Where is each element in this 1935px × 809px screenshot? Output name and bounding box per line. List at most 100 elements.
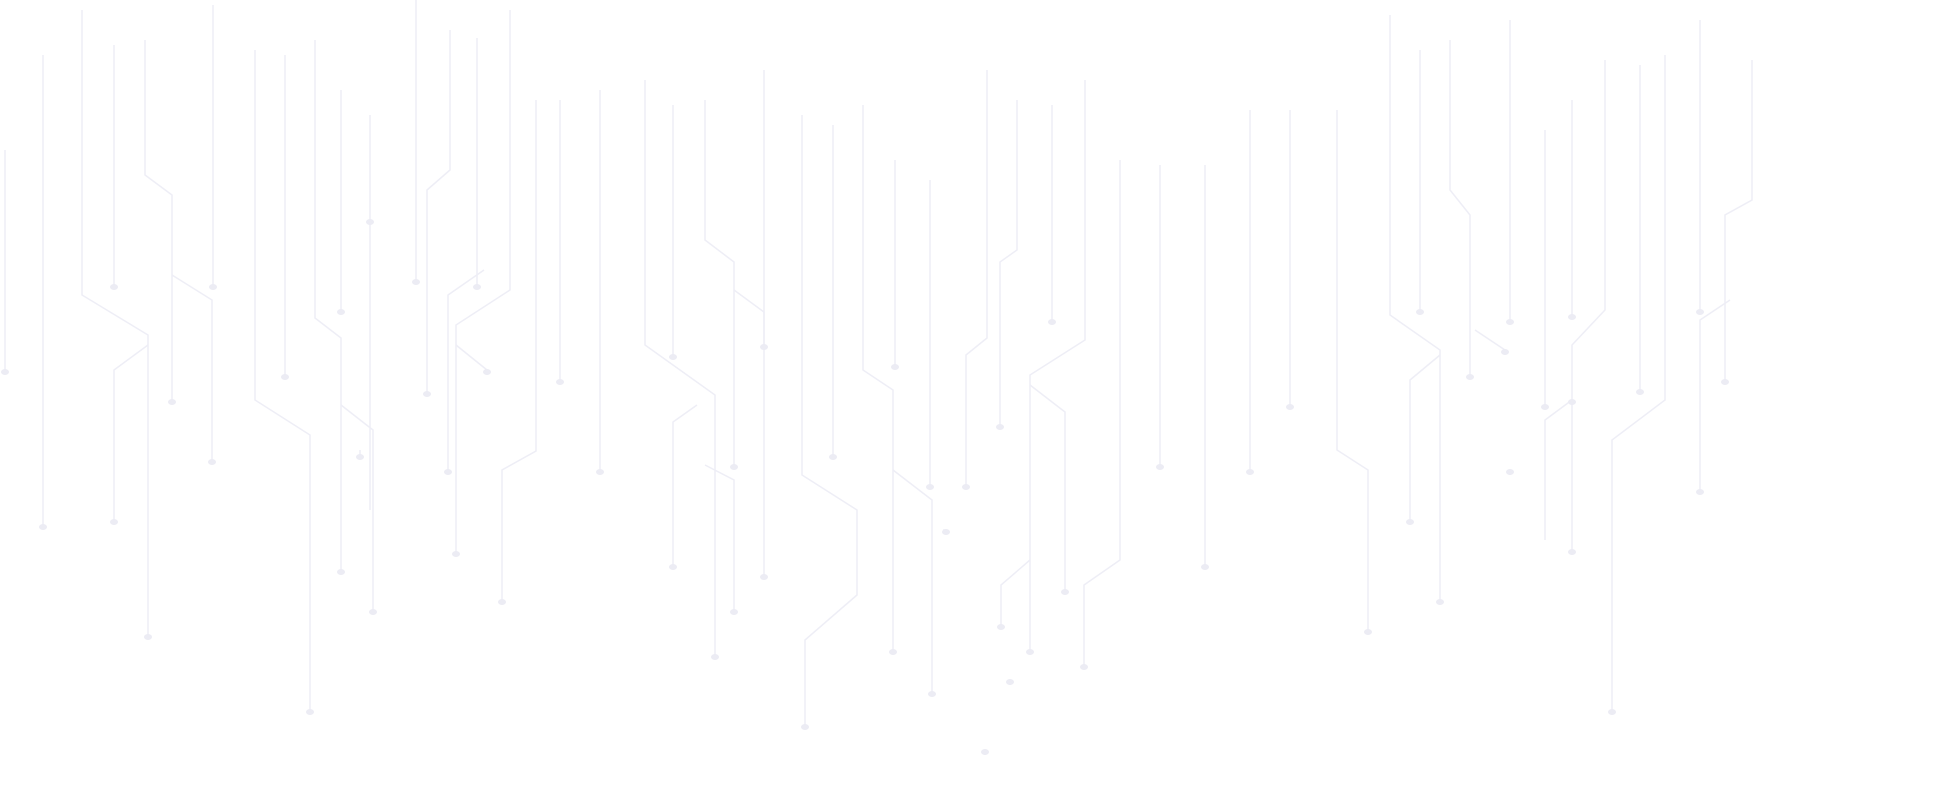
circuit-trace: [455, 10, 511, 552]
circuit-node-dot: [1466, 374, 1474, 380]
circuit-node-dot: [1048, 319, 1056, 325]
circuit-node-dot: [110, 519, 118, 525]
circuit-trace: [1449, 40, 1471, 375]
circuit-node-dot: [1568, 399, 1576, 405]
circuit-node-dot: [1006, 679, 1014, 685]
circuit-trace: [672, 404, 698, 565]
circuit-trace: [314, 40, 342, 570]
circuit-node-dot: [711, 654, 719, 660]
circuit-node-dot: [209, 284, 217, 290]
circuit-trace: [704, 100, 735, 465]
circuit-trace: [1544, 399, 1573, 540]
circuit-trace: [965, 70, 988, 485]
circuit-node-dot: [1608, 709, 1616, 715]
circuit-trace: [704, 464, 735, 610]
circuit-trace: [340, 404, 374, 610]
circuit-node-dot: [730, 609, 738, 615]
circuit-node-dot: [483, 369, 491, 375]
circuit-node-dot: [1436, 599, 1444, 605]
circuit-trace: [1029, 80, 1086, 650]
circuit-node-dot: [1506, 469, 1514, 475]
circuit-node-dot: [889, 649, 897, 655]
circuit-trace: [81, 10, 149, 635]
circuit-node-dot: [356, 454, 364, 460]
circuit-node-dot: [110, 284, 118, 290]
circuit-node-dot: [423, 391, 431, 397]
circuit-node-dot: [452, 551, 460, 557]
circuit-trace: [1029, 384, 1066, 590]
circuit-node-dot: [891, 364, 899, 370]
circuit-trace: [644, 80, 716, 655]
circuit-node-dot: [144, 634, 152, 640]
circuit-node-dot: [1246, 469, 1254, 475]
circuit-node-dot: [473, 284, 481, 290]
circuit-node-dot: [1406, 519, 1414, 525]
circuit-trace: [1611, 55, 1666, 710]
circuit-trace: [1336, 110, 1369, 630]
circuit-node-dot: [1721, 379, 1729, 385]
circuit-node-dot: [829, 454, 837, 460]
circuit-trace: [1699, 299, 1731, 490]
circuit-node-dot: [39, 524, 47, 530]
circuit-node-dot: [1286, 404, 1294, 410]
circuit-node-dot: [337, 569, 345, 575]
circuit-node-dot: [997, 624, 1005, 630]
circuit-node-dot: [444, 469, 452, 475]
circuit-node-dot: [366, 219, 374, 225]
circuit-trace: [1724, 60, 1753, 380]
circuit-node-dot: [208, 459, 216, 465]
circuit-node-dot: [760, 574, 768, 580]
circuit-node-dot: [1501, 349, 1509, 355]
circuit-node-dot: [168, 399, 176, 405]
circuit-node-dot: [981, 749, 989, 755]
circuit-trace: [447, 269, 485, 470]
circuit-node-dot: [1636, 389, 1644, 395]
circuit-node-dot: [942, 529, 950, 535]
circuit-node-dot: [1061, 589, 1069, 595]
circuit-node-dot: [281, 374, 289, 380]
circuit-node-dot: [669, 354, 677, 360]
circuit-node-dot: [1696, 489, 1704, 495]
circuit-node-dot: [996, 424, 1004, 430]
circuit-node-dot: [498, 599, 506, 605]
circuit-node-dot: [1568, 314, 1576, 320]
circuit-trace: [1000, 559, 1031, 625]
circuit-trace: [1389, 15, 1441, 600]
circuit-trace: [501, 100, 537, 600]
circuit-trace: [455, 344, 488, 371]
circuit-node-dot: [1, 369, 9, 375]
circuit-node-dot: [556, 379, 564, 385]
circuit-trace: [426, 30, 451, 392]
circuit-trace: [1083, 160, 1121, 665]
circuit-node-dot: [1364, 629, 1372, 635]
circuit-trace: [801, 115, 858, 725]
circuit-trace: [733, 289, 765, 575]
circuit-node-dot: [337, 309, 345, 315]
circuit-node-dot: [1201, 564, 1209, 570]
circuit-node-dot: [926, 484, 934, 490]
circuit-trace: [1409, 354, 1441, 520]
circuit-node-dot: [1080, 664, 1088, 670]
circuit-node-dot: [369, 609, 377, 615]
circuit-trace: [862, 105, 894, 650]
circuit-node-dot: [1541, 404, 1549, 410]
circuit-node-dot: [1026, 649, 1034, 655]
circuit-trace: [999, 100, 1018, 425]
circuit-trace: [113, 344, 149, 520]
circuit-node-dot: [1696, 309, 1704, 315]
circuit-node-dot: [596, 469, 604, 475]
circuit-node-dot: [928, 691, 936, 697]
circuit-node-dot: [962, 484, 970, 490]
circuit-trace: [144, 40, 173, 400]
circuit-node-dot: [760, 344, 768, 350]
circuit-node-dot: [1416, 309, 1424, 315]
circuit-node-dot: [730, 464, 738, 470]
circuit-trace: [1571, 60, 1606, 550]
circuit-node-dot: [669, 564, 677, 570]
circuit-node-dot: [1506, 319, 1514, 325]
circuit-node-dot: [801, 724, 809, 730]
circuit-node-dot: [1156, 464, 1164, 470]
circuit-trace: [1474, 329, 1506, 351]
